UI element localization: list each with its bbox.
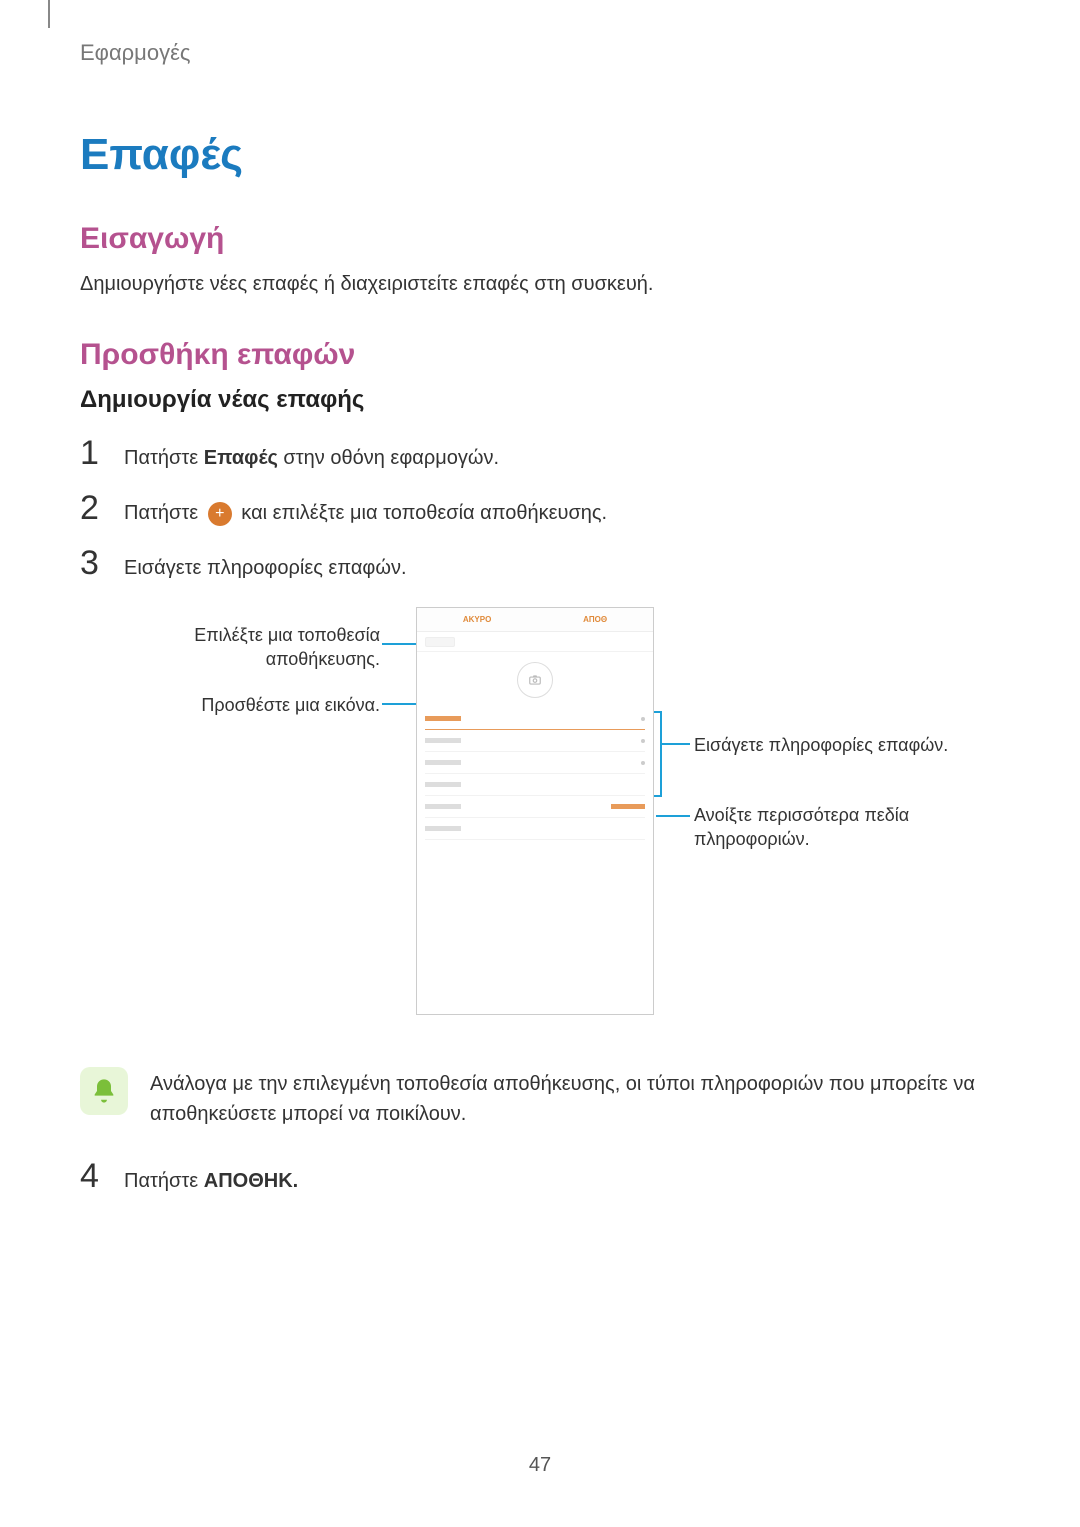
mock-avatar-row	[417, 652, 653, 708]
mock-field	[425, 752, 645, 774]
callout-select-storage: Επιλέξτε μια τοποθεσία αποθήκευσης.	[150, 623, 380, 672]
mock-field-more	[425, 818, 645, 840]
section-intro-heading: Εισαγωγή	[80, 222, 1000, 256]
mock-save: ΑΠΟΘ	[583, 615, 607, 624]
mock-contact-screen: ΑΚΥΡΟ ΑΠΟΘ	[416, 607, 654, 1015]
section-add-heading: Προσθήκη επαφών	[80, 338, 1000, 372]
callout-enter-info: Εισάγετε πληροφορίες επαφών.	[694, 733, 1004, 757]
step-4-text: Πατήστε ΑΠΟΘΗΚ.	[124, 1166, 298, 1196]
leader-line	[656, 815, 690, 817]
mock-field	[425, 730, 645, 752]
mock-storage-row	[417, 632, 653, 652]
page-title: Επαφές	[80, 130, 1000, 180]
step-2-pre: Πατήστε	[124, 502, 204, 524]
callout-more-fields: Ανοίξτε περισσότερα πεδία πληροφοριών.	[694, 803, 954, 852]
leader-line	[660, 743, 690, 745]
step-4: 4 Πατήστε ΑΠΟΘΗΚ.	[80, 1159, 1000, 1196]
info-note-text: Ανάλογα με την επιλεγμένη τοποθεσία αποθ…	[150, 1067, 1000, 1129]
step-3-text: Εισάγετε πληροφορίες επαφών.	[124, 553, 407, 583]
step-1: 1 Πατήστε Επαφές στην οθόνη εφαρμογών.	[80, 436, 1000, 473]
step-number: 3	[80, 546, 108, 580]
breadcrumb: Εφαρμογές	[80, 40, 1000, 66]
mock-field-groups	[425, 796, 645, 818]
step-number: 4	[80, 1159, 108, 1193]
plus-icon: +	[208, 502, 232, 526]
step-1-text: Πατήστε Επαφές στην οθόνη εφαρμογών.	[124, 443, 499, 473]
step-3: 3 Εισάγετε πληροφορίες επαφών.	[80, 546, 1000, 583]
step-2-text: Πατήστε + και επιλέξτε μια τοποθεσία απο…	[124, 498, 607, 528]
leader-line	[654, 711, 662, 713]
mock-field	[425, 774, 645, 796]
step-2: 2 Πατήστε + και επιλέξτε μια τοποθεσία α…	[80, 491, 1000, 528]
page-tab-mark	[48, 0, 50, 28]
bell-icon	[80, 1067, 128, 1115]
page-number: 47	[0, 1454, 1080, 1477]
step-4-pre: Πατήστε	[124, 1170, 204, 1192]
leader-line	[654, 795, 662, 797]
leader-line	[660, 711, 662, 797]
camera-icon	[517, 662, 553, 698]
step-number: 2	[80, 491, 108, 525]
step-number: 1	[80, 436, 108, 470]
intro-text: Δημιουργήστε νέες επαφές ή διαχειριστείτ…	[80, 270, 1000, 298]
mock-topbar: ΑΚΥΡΟ ΑΠΟΘ	[417, 608, 653, 632]
figure-contact-form: Επιλέξτε μια τοποθεσία αποθήκευσης. Προσ…	[80, 607, 1000, 1037]
step-1-pre: Πατήστε	[124, 447, 204, 469]
mock-field-name	[425, 708, 645, 730]
step-1-bold: Επαφές	[204, 447, 278, 469]
info-note: Ανάλογα με την επιλεγμένη τοποθεσία αποθ…	[80, 1067, 1000, 1129]
callout-add-image: Προσθέστε μια εικόνα.	[150, 693, 380, 717]
step-4-bold: ΑΠΟΘΗΚ.	[204, 1170, 298, 1192]
step-2-post: και επιλέξτε μια τοποθεσία αποθήκευσης.	[236, 502, 607, 524]
mock-cancel: ΑΚΥΡΟ	[463, 615, 491, 624]
subsection-create-heading: Δημιουργία νέας επαφής	[80, 386, 1000, 414]
step-1-post: στην οθόνη εφαρμογών.	[278, 447, 499, 469]
